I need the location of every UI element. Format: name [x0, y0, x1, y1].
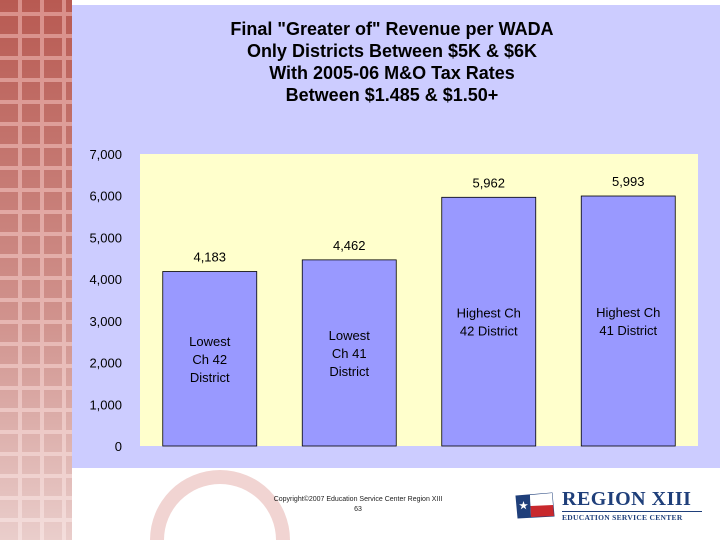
chart-title-line: Final "Greater of" Revenue per WADA	[230, 19, 553, 39]
bar	[441, 196, 537, 447]
bar-text-label: District	[190, 370, 230, 385]
bars: 4,183 Lowest Ch 42 District 4,462 Lowest Ch 41…	[162, 174, 676, 447]
bar-text-label: 42 District	[460, 324, 518, 339]
y-tick-label: 4,000	[89, 272, 122, 287]
bar-text-label: Highest Ch	[596, 305, 660, 320]
chart-title-line: Only Districts Between $5K & $6K	[247, 41, 537, 61]
chart-title: Final "Greater of" Revenue per WADAOnly …	[230, 19, 553, 105]
bar-text-label: Highest Ch	[457, 306, 521, 321]
bar-text-label: Lowest	[329, 328, 371, 343]
bar	[580, 195, 676, 447]
footer: Copyright©2007 Education Service Center …	[248, 495, 468, 515]
chart-title-line: With 2005-06 M&O Tax Rates	[269, 63, 515, 83]
y-tick-label: 0	[115, 439, 122, 454]
logo-subtitle: EDUCATION SERVICE CENTER	[562, 511, 702, 522]
y-tick-label: 3,000	[89, 314, 122, 329]
bar-value-label: 5,993	[612, 174, 645, 189]
bar-chart: Final "Greater of" Revenue per WADAOnly …	[89, 19, 698, 454]
logo-title: REGION XIII	[562, 488, 692, 510]
bar-value-label: 4,183	[193, 250, 226, 265]
bar-value-label: 5,962	[472, 175, 505, 190]
y-tick-label: 1,000	[89, 397, 122, 412]
bar-text-label: District	[329, 364, 369, 379]
page-number: 63	[354, 506, 362, 513]
y-tick-label: 6,000	[89, 189, 122, 204]
bar-text-label: Lowest	[189, 334, 231, 349]
y-tick-label: 2,000	[89, 356, 122, 371]
texas-flag-icon	[515, 492, 555, 519]
region-xiii-logo: REGION XIII EDUCATION SERVICE CENTER	[512, 488, 702, 528]
bar-text-label: Ch 42	[192, 352, 227, 367]
bar-text-label: Ch 41	[332, 346, 367, 361]
bar	[301, 259, 397, 447]
copyright-text: Copyright©2007 Education Service Center …	[273, 496, 443, 503]
bar-value-label: 4,462	[333, 238, 366, 253]
decorative-tile-pattern	[0, 0, 72, 540]
bar	[162, 271, 258, 447]
y-tick-label: 7,000	[89, 147, 122, 162]
y-axis-ticks: 7,000 6,000 5,000 4,000 3,000 2,000 1,000 0	[89, 147, 122, 454]
chart-title-line: Between $1.485 & $1.50+	[286, 85, 499, 105]
chart-panel: Final "Greater of" Revenue per WADA Only …	[72, 5, 720, 468]
y-tick-label: 5,000	[89, 230, 122, 245]
bar-text-label: 41 District	[599, 323, 657, 338]
